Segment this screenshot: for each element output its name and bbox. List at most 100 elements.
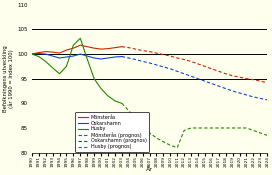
Mönsterås (prognos) — [217, 70, 220, 72]
Husby (prognos) — [245, 127, 248, 129]
Mönsterås (prognos) — [176, 57, 179, 59]
Husby (prognos) — [162, 141, 165, 143]
Line: Husby (prognos): Husby (prognos) — [122, 103, 267, 148]
Oskarshamn — [30, 53, 33, 55]
Oskarshamn (prognos) — [169, 68, 172, 70]
Oskarshamn (prognos) — [189, 75, 193, 77]
Oskarshamn (prognos) — [252, 96, 255, 98]
Oskarshamn — [65, 56, 68, 58]
Oskarshamn (prognos) — [176, 70, 179, 72]
Oskarshamn — [86, 55, 89, 57]
Line: Oskarshamn: Oskarshamn — [32, 54, 122, 59]
Husby — [72, 44, 75, 46]
Husby (prognos) — [169, 144, 172, 146]
Mönsterås (prognos) — [189, 60, 193, 62]
Mönsterås (prognos) — [120, 46, 123, 48]
Oskarshamn (prognos) — [224, 88, 227, 90]
Mönsterås — [51, 51, 54, 53]
Oskarshamn (prognos) — [203, 80, 206, 82]
Mönsterås (prognos) — [141, 50, 144, 52]
Mönsterås (prognos) — [155, 52, 158, 54]
Oskarshamn (prognos) — [148, 62, 151, 64]
Husby (prognos) — [196, 127, 200, 129]
Mönsterås (prognos) — [196, 63, 200, 65]
Oskarshamn — [58, 57, 61, 59]
Oskarshamn (prognos) — [231, 90, 234, 92]
Husby (prognos) — [217, 127, 220, 129]
Husby (prognos) — [189, 127, 193, 129]
Husby (prognos) — [238, 127, 241, 129]
Oskarshamn (prognos) — [217, 85, 220, 87]
Oskarshamn — [113, 56, 116, 58]
Oskarshamn (prognos) — [265, 99, 269, 101]
Husby (prognos) — [148, 132, 151, 134]
Mönsterås — [44, 51, 47, 53]
Mönsterås — [106, 48, 110, 50]
Mönsterås (prognos) — [252, 79, 255, 81]
Husby — [51, 67, 54, 69]
Husby (prognos) — [203, 127, 206, 129]
Mönsterås (prognos) — [127, 47, 130, 49]
Mönsterås — [100, 48, 103, 50]
Mönsterås — [120, 46, 123, 48]
Mönsterås — [86, 46, 89, 48]
Mönsterås — [58, 52, 61, 54]
Mönsterås (prognos) — [203, 65, 206, 67]
Oskarshamn — [92, 57, 96, 59]
Mönsterås (prognos) — [224, 73, 227, 75]
Oskarshamn — [44, 53, 47, 55]
Oskarshamn — [100, 58, 103, 60]
Mönsterås (prognos) — [162, 54, 165, 56]
Line: Husby: Husby — [32, 38, 122, 103]
Oskarshamn (prognos) — [259, 97, 262, 99]
Husby (prognos) — [183, 129, 186, 131]
Mönsterås — [65, 49, 68, 51]
Oskarshamn — [120, 55, 123, 58]
Husby — [44, 60, 47, 62]
Y-axis label: Befolkningens utveckling
(år 1990 = Index 100): Befolkningens utveckling (år 1990 = Inde… — [3, 45, 14, 112]
Husby (prognos) — [210, 127, 214, 129]
Oskarshamn (prognos) — [120, 55, 123, 58]
Husby (prognos) — [141, 124, 144, 127]
Oskarshamn (prognos) — [127, 57, 130, 59]
Husby — [92, 78, 96, 80]
Husby (prognos) — [127, 110, 130, 112]
Oskarshamn — [79, 53, 82, 55]
Oskarshamn — [72, 55, 75, 57]
Husby (prognos) — [224, 127, 227, 129]
Legend: Mönsterås, Oskarshamn, Husby, Mönsterås (prognos), Oskarshamn (prognos), Husby (: Mönsterås, Oskarshamn, Husby, Mönsterås … — [75, 113, 149, 152]
Husby — [120, 102, 123, 104]
Line: Oskarshamn (prognos): Oskarshamn (prognos) — [122, 57, 267, 100]
X-axis label: År: År — [146, 167, 153, 172]
Husby — [30, 53, 33, 55]
Oskarshamn — [37, 52, 40, 55]
Oskarshamn (prognos) — [155, 64, 158, 66]
Husby — [106, 95, 110, 97]
Oskarshamn (prognos) — [238, 92, 241, 94]
Line: Mönsterås: Mönsterås — [32, 45, 122, 54]
Husby — [58, 73, 61, 75]
Mönsterås — [30, 53, 33, 55]
Mönsterås (prognos) — [169, 55, 172, 57]
Husby — [65, 65, 68, 67]
Husby (prognos) — [120, 102, 123, 104]
Mönsterås — [79, 44, 82, 46]
Husby (prognos) — [259, 132, 262, 134]
Oskarshamn (prognos) — [134, 58, 137, 61]
Mönsterås — [37, 51, 40, 54]
Oskarshamn (prognos) — [162, 66, 165, 68]
Husby (prognos) — [134, 117, 137, 119]
Line: Mönsterås (prognos): Mönsterås (prognos) — [122, 47, 267, 83]
Mönsterås — [72, 47, 75, 49]
Mönsterås (prognos) — [245, 78, 248, 80]
Mönsterås — [113, 47, 116, 49]
Oskarshamn — [106, 57, 110, 59]
Mönsterås (prognos) — [265, 82, 269, 84]
Oskarshamn (prognos) — [210, 83, 214, 85]
Husby (prognos) — [231, 127, 234, 129]
Husby (prognos) — [265, 134, 269, 136]
Mönsterås (prognos) — [183, 58, 186, 61]
Oskarshamn (prognos) — [245, 94, 248, 96]
Oskarshamn (prognos) — [141, 60, 144, 62]
Mönsterås (prognos) — [238, 76, 241, 78]
